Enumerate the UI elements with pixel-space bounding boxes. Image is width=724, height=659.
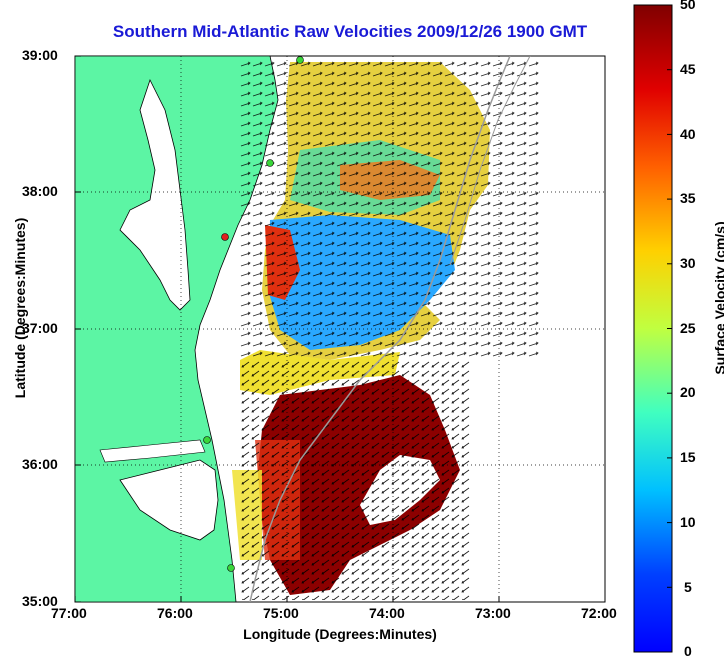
velocity-field bbox=[232, 60, 540, 600]
y-tick-label: 36:00 bbox=[22, 456, 58, 472]
colorbar-tick-label: 30 bbox=[680, 255, 696, 271]
colorbar-ticks bbox=[667, 4, 672, 653]
colorbar-tick-label: 45 bbox=[680, 61, 696, 77]
colorbar-tick-label: 25 bbox=[680, 320, 696, 336]
y-tick-label: 39:00 bbox=[22, 47, 58, 63]
station-north bbox=[296, 56, 304, 64]
station-outer-banks-south bbox=[227, 564, 235, 572]
x-tick-label: 72:00 bbox=[581, 605, 617, 621]
colorbar-tick-label: 10 bbox=[680, 514, 696, 530]
y-axis-label: Latitude (Degrees:Minutes) bbox=[12, 217, 28, 399]
station-outer-banks-north bbox=[203, 436, 211, 444]
colorbar-label: Surface Velocity (cm/s) bbox=[712, 221, 724, 375]
colorbar-tick-label: 15 bbox=[680, 449, 696, 465]
x-axis-label: Longitude (Degrees:Minutes) bbox=[243, 626, 437, 642]
x-tick-label: 77:00 bbox=[51, 605, 87, 621]
y-tick-label: 35:00 bbox=[22, 593, 58, 609]
axis-ticks bbox=[74, 55, 606, 603]
colorbar-tick-label: 20 bbox=[680, 384, 696, 400]
colorbar-tick-label: 5 bbox=[684, 579, 692, 595]
chesapeake-bay bbox=[119, 78, 191, 311]
station-delmarva bbox=[266, 159, 274, 167]
albemarle-sound bbox=[99, 439, 206, 463]
colorbar-tick-label: 0 bbox=[684, 643, 692, 659]
map-title: Southern Mid-Atlantic Raw Velocities 200… bbox=[112, 22, 588, 41]
x-tick-label: 75:00 bbox=[263, 605, 299, 621]
x-tick-label: 73:00 bbox=[475, 605, 511, 621]
colorbar bbox=[633, 4, 673, 653]
bathymetry-contour bbox=[249, 56, 511, 602]
colorbar-tick-label: 50 bbox=[680, 0, 696, 12]
y-tick-label: 37:00 bbox=[22, 320, 58, 336]
x-tick-label: 76:00 bbox=[157, 605, 193, 621]
y-tick-label: 38:00 bbox=[22, 183, 58, 199]
bathymetry-contour bbox=[449, 56, 531, 266]
x-tick-label: 74:00 bbox=[369, 605, 405, 621]
colorbar-tick-label: 35 bbox=[680, 190, 696, 206]
colorbar-tick-label: 40 bbox=[680, 126, 696, 142]
station-chincoteague bbox=[221, 233, 229, 241]
grid-lines bbox=[75, 56, 605, 602]
